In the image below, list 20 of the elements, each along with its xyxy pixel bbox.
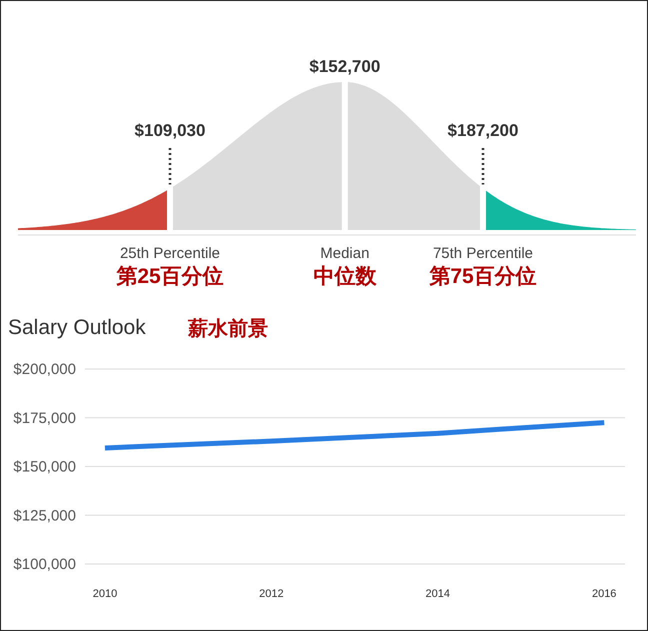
x-tick-label: 2012	[259, 588, 284, 600]
text: 第25百分位	[115, 265, 224, 288]
chart-subtitle: 薪水前景	[187, 318, 268, 340]
y-tick-label: $125,000	[13, 507, 76, 524]
x-tick-label: 2010	[92, 588, 118, 600]
x-tick-label: 2016	[592, 588, 616, 600]
y-tick-label: $150,000	[13, 458, 76, 476]
chart-title: Salary Outlook	[8, 316, 146, 339]
data-label: $109,030	[134, 121, 206, 140]
category-label: 25th Percentile	[120, 245, 220, 262]
y-tick-label: $200,000	[13, 361, 76, 378]
x-tick-label: 2014	[426, 588, 450, 600]
data-label: $152,700	[309, 57, 380, 76]
text: 第75百分位	[428, 265, 537, 288]
data-label: $187,200	[448, 121, 518, 140]
category-label: 75th Percentile	[432, 245, 534, 262]
y-tick-label: $100,000	[13, 556, 76, 573]
y-tick-label: $175,000	[13, 410, 76, 427]
text: 中位数	[313, 265, 378, 288]
category-label: Median	[320, 245, 370, 262]
